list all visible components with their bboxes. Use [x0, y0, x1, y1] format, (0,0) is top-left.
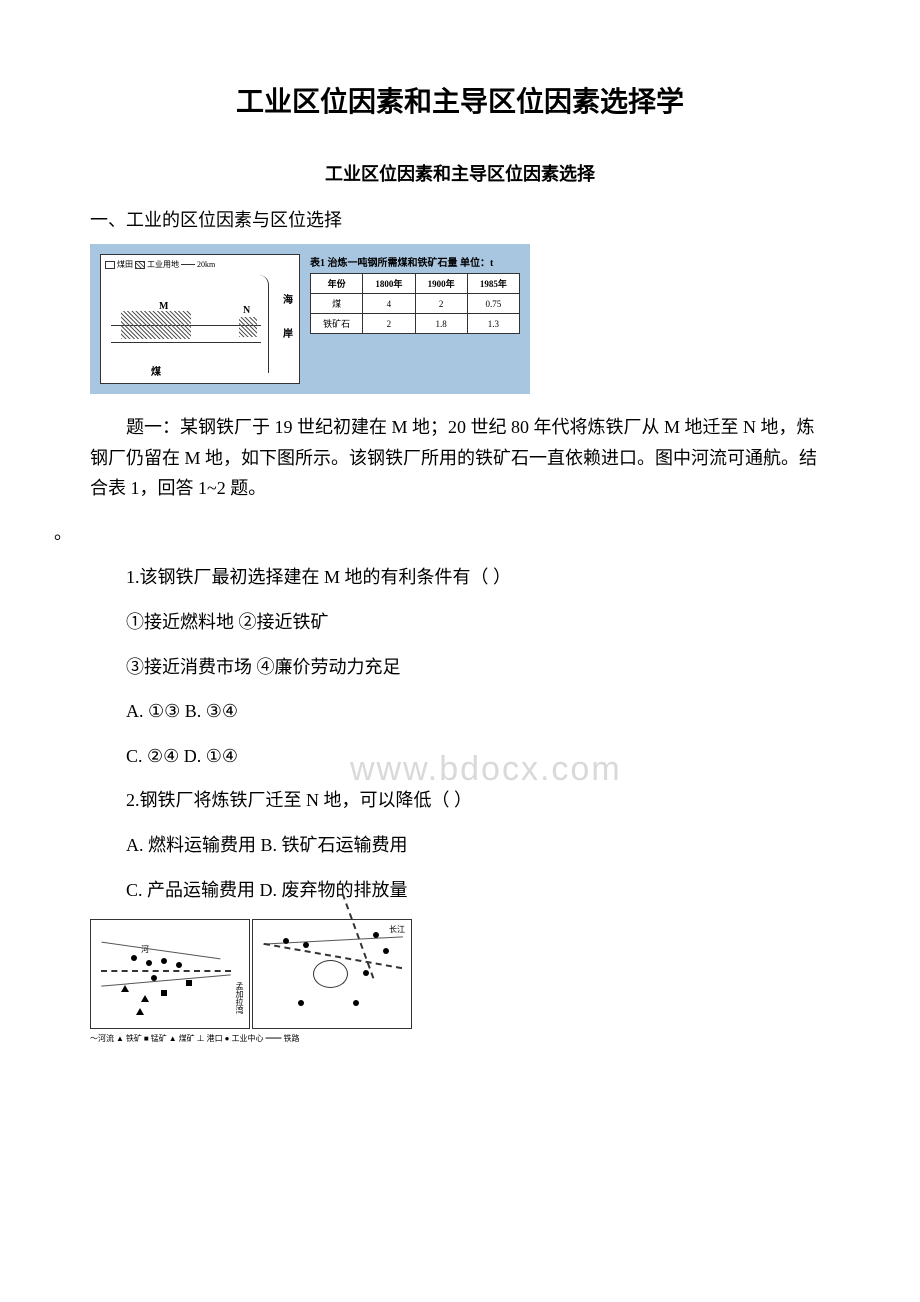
label-N: N [243, 305, 250, 316]
cell: 2 [363, 314, 415, 334]
th-1900: 1900年 [415, 274, 467, 294]
q1-context: 题一：某钢铁厂于 19 世纪初建在 M 地；20 世纪 80 年代将炼铁厂从 M… [90, 412, 830, 504]
figure-2-legend: 〜河流 ▲ 铁矿 ■ 锰矿 ▲ 煤矿 ⊥ 港口 ● 工业中心 ━━ 铁路 [90, 1033, 830, 1044]
legend-coalfield-swatch [105, 261, 115, 269]
label-sea: 海 [283, 291, 293, 306]
rail-line-3 [342, 893, 375, 978]
table-caption: 表1 治炼一吨钢所需煤和铁矿石量 单位：t [310, 254, 520, 269]
industry-dot [131, 955, 137, 961]
cell: 0.75 [467, 294, 519, 314]
cell: 1.3 [467, 314, 519, 334]
iron-triangle [141, 995, 149, 1002]
figure-1: 煤田 工业用地 20km M N 煤 海 岸 表1 治炼一吨钢所需煤和铁矿石量 … [90, 244, 530, 394]
iron-triangle [136, 1008, 144, 1015]
th-1985: 1985年 [467, 274, 519, 294]
bay-label: 孟加拉湾 [234, 982, 245, 1014]
industry-dot [161, 958, 167, 964]
industry-dot [176, 962, 182, 968]
industry-dot [146, 960, 152, 966]
industry-dot [353, 1000, 359, 1006]
cell: 1.8 [415, 314, 467, 334]
legend-industrial-swatch [135, 261, 145, 269]
page-subtitle: 工业区位因素和主导区位因素选择 [90, 160, 830, 186]
iron-triangle [121, 985, 129, 992]
river-label-left: 河 [141, 944, 149, 955]
figure-2-right-map: 长江 太湖 [252, 919, 412, 1029]
cell: 煤 [311, 294, 363, 314]
label-coal: 煤 [151, 363, 161, 378]
label-M: M [159, 301, 168, 312]
legend-scale-label: 20km [197, 260, 215, 269]
table-row: 煤 4 2 0.75 [311, 294, 520, 314]
cell: 铁矿石 [311, 314, 363, 334]
th-year: 年份 [311, 274, 363, 294]
yangtze-label: 长江 [389, 924, 405, 935]
legend-scale-bar [181, 264, 195, 265]
cell: 4 [363, 294, 415, 314]
taihu-shape [313, 960, 348, 988]
industry-dot [383, 948, 389, 954]
coastline [259, 275, 269, 373]
mn-square [186, 980, 192, 986]
q1-options-row2: ③接近消费市场 ④廉价劳动力充足 [90, 652, 830, 683]
figure-1-table-side: 表1 治炼一吨钢所需煤和铁矿石量 单位：t 年份 1800年 1900年 198… [310, 254, 520, 384]
rail-line-1 [101, 970, 231, 972]
legend-industrial-label: 工业用地 [147, 259, 179, 270]
industrial-area-N [239, 317, 257, 337]
industry-dot [303, 942, 309, 948]
th-1800: 1800年 [363, 274, 415, 294]
q2-stem: 2.钢铁厂将炼铁厂迁至 N 地，可以降低（ ） [90, 785, 830, 816]
q1-stem: 1.该钢铁厂最初选择建在 M 地的有利条件有（ ） [90, 562, 830, 593]
q1-choices-cd: C. ②④ D. ①④ [90, 741, 830, 772]
q1-options-row1: ①接近燃料地 ②接近铁矿 [90, 607, 830, 638]
figure-1-map: 煤田 工业用地 20km M N 煤 海 岸 [100, 254, 300, 384]
section-heading: 一、工业的区位因素与区位选择 [90, 206, 830, 232]
river-line-1 [102, 942, 221, 960]
label-coast: 岸 [283, 325, 293, 340]
figure-2: 河 孟加拉湾 长江 太湖 [90, 919, 420, 1029]
legend-coalfield-label: 煤田 [117, 259, 133, 270]
page-title: 工业区位因素和主导区位因素选择学 [90, 80, 830, 120]
figure-2-left-map: 河 孟加拉湾 [90, 919, 250, 1029]
q1-choices-ab: A. ①③ B. ③④ [90, 696, 830, 727]
industry-dot [298, 1000, 304, 1006]
mn-square [161, 990, 167, 996]
table-header-row: 年份 1800年 1900年 1985年 [311, 274, 520, 294]
industry-dot [363, 970, 369, 976]
table-row: 铁矿石 2 1.8 1.3 [311, 314, 520, 334]
q2-choices-cd: C. 产品运输费用 D. 废弃物的排放量 [90, 875, 830, 906]
data-table: 年份 1800年 1900年 1985年 煤 4 2 0.75 铁矿石 2 1.… [310, 273, 520, 334]
cell: 2 [415, 294, 467, 314]
figure-2-wrapper: 河 孟加拉湾 长江 太湖 [90, 919, 830, 1044]
figure-1-legend: 煤田 工业用地 20km [105, 259, 215, 270]
q2-choices-ab: A. 燃料运输费用 B. 铁矿石运输费用 [90, 830, 830, 861]
industrial-area-M [121, 311, 191, 339]
